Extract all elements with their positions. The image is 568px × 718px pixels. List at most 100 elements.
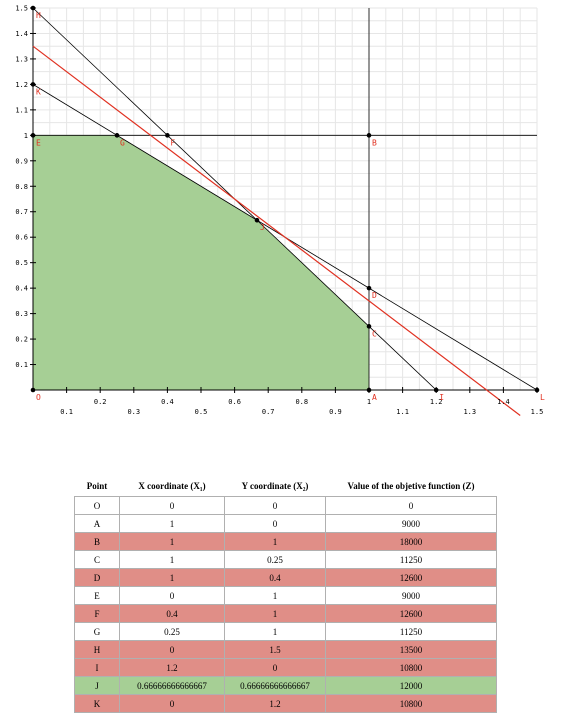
cell-z: 11250: [325, 622, 497, 641]
point-l-marker: [534, 387, 540, 393]
cell-point: A: [74, 514, 120, 533]
cell-x: 1: [119, 514, 225, 533]
cell-point: O: [74, 496, 120, 515]
table-row: F 0.4 1 12600: [74, 604, 497, 623]
cell-x: 1: [119, 550, 225, 569]
point-k-label: K: [36, 87, 41, 96]
cell-point: E: [74, 586, 120, 605]
y-tick-label: 0.2: [15, 336, 28, 344]
point-a-label: A: [372, 393, 377, 402]
table-row: I 1.2 0 10800: [74, 658, 497, 677]
lp-graph: 0.1 0.2 0.3 0.4 0.5 0.6 0.7 0.8 0.9 1 1.1 1.2 1.3 1.4…: [15, 5, 545, 417]
table-row: H 0 1.5 13500: [74, 640, 497, 659]
point-o-marker: [30, 387, 36, 393]
y-tick-label: 0.4: [15, 285, 28, 293]
cell-z: 0: [325, 496, 497, 515]
x-tick-label: 0.3: [127, 408, 140, 416]
cell-z: 18000: [325, 532, 497, 551]
x-tick-label: 0.2: [94, 398, 107, 406]
cell-z: 12600: [325, 568, 497, 587]
point-k-marker: [30, 82, 36, 87]
y-tick-label: 0.1: [15, 361, 28, 369]
cell-y: 1: [224, 532, 326, 551]
cell-y: 0.25: [224, 550, 326, 569]
point-a-marker: [366, 387, 372, 393]
point-c-marker: [366, 324, 372, 329]
y-tick-label: 0.3: [15, 310, 28, 318]
cell-z: 12600: [325, 604, 497, 623]
table-row: J 0.66666666666667 0.66666666666667 12000: [74, 676, 497, 695]
cell-x: 0: [119, 496, 225, 515]
cell-y: 1.5: [224, 640, 326, 659]
point-g-marker: [114, 133, 120, 138]
cell-point: B: [74, 532, 120, 551]
cell-y: 1.2: [224, 694, 326, 713]
x-tick-label: 1: [367, 398, 371, 406]
table-row: A 1 0 9000: [74, 514, 497, 533]
y-tick-label: 0.6: [15, 234, 28, 242]
y-tick-label: 1.5: [15, 5, 28, 13]
y-tick-label: 0.8: [15, 183, 28, 191]
point-b-marker: [366, 133, 372, 138]
cell-x: 0: [119, 640, 225, 659]
cell-point: G: [74, 622, 120, 641]
point-b-label: B: [372, 138, 377, 147]
x-tick-label: 1.3: [463, 408, 476, 416]
results-table: Point X coordinate (X₁) Y coordinate (X₂…: [74, 475, 497, 713]
point-i-label: I: [439, 393, 444, 402]
cell-y: 0: [224, 658, 326, 677]
cell-y: 0.66666666666667: [224, 676, 326, 695]
cell-x: 1: [119, 532, 225, 551]
cell-point: D: [74, 568, 120, 587]
x-tick-label: 0.6: [228, 398, 241, 406]
x-tick-label: 1.1: [396, 408, 409, 416]
cell-x: 1.2: [119, 658, 225, 677]
cell-z: 9000: [325, 514, 497, 533]
point-h-label: H: [36, 11, 41, 20]
point-d-label: D: [372, 291, 377, 300]
point-i-marker: [433, 387, 439, 393]
point-j-label: J: [260, 223, 265, 232]
table-row: B 1 1 18000: [74, 532, 497, 551]
cell-y: 0: [224, 496, 326, 515]
y-tick-label: 0.5: [15, 259, 28, 267]
cell-point: C: [74, 550, 120, 569]
x-tick-label: 1.4: [497, 398, 510, 406]
header-objective-value: Value of the objetive function (Z): [347, 480, 475, 491]
point-g-label: G: [120, 138, 125, 147]
y-tick-label: 1: [24, 132, 28, 140]
x-tick-label: 0.9: [329, 408, 342, 416]
point-e-marker: [30, 133, 36, 138]
cell-z: 10800: [325, 694, 497, 713]
cell-y: 1: [224, 586, 326, 605]
point-d-marker: [366, 285, 372, 291]
cell-y: 0: [224, 514, 326, 533]
x-tick-label: 1.2: [430, 398, 443, 406]
cell-x: 0.4: [119, 604, 225, 623]
y-tick-label: 1.2: [15, 81, 28, 89]
results-table-container: Point X coordinate (X₁) Y coordinate (X₂…: [74, 475, 497, 713]
point-h-marker: [30, 5, 36, 11]
cell-point: K: [74, 694, 120, 713]
feasible-region: [33, 135, 369, 390]
table-row: C 1 0.25 11250: [74, 550, 497, 569]
cell-y: 0.4: [224, 568, 326, 587]
table-header-row: Point X coordinate (X₁) Y coordinate (X₂…: [75, 475, 497, 497]
cell-z: 13500: [325, 640, 497, 659]
cell-x: 0.25: [119, 622, 225, 641]
x-tick-label: 0.7: [262, 408, 275, 416]
cell-y: 1: [224, 622, 326, 641]
y-tick-label: 1.1: [15, 106, 28, 114]
point-f-marker: [165, 133, 170, 138]
y-tick-label: 1.4: [15, 30, 28, 38]
table-row: E 0 1 9000: [74, 586, 497, 605]
cell-z: 9000: [325, 586, 497, 605]
objective-function-line: [32, 45, 521, 416]
cell-point: H: [74, 640, 120, 659]
point-o-label: O: [36, 393, 41, 402]
cell-y: 1: [224, 604, 326, 623]
cell-z: 11250: [325, 550, 497, 569]
header-x-coordinate: X coordinate (X₁): [138, 480, 206, 491]
cell-point: J: [74, 676, 120, 695]
